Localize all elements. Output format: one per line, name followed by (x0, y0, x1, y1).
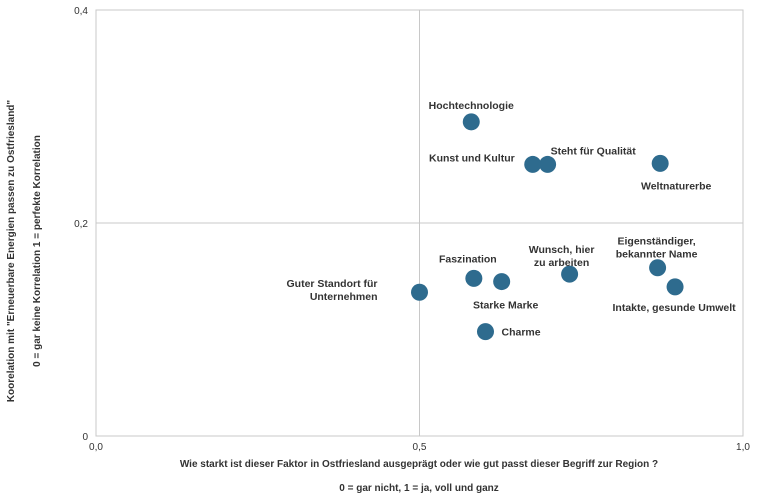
y-tick-label: 0 (82, 432, 88, 443)
y-tick-label: 0,4 (74, 6, 88, 17)
y-tick-label: 0,2 (74, 219, 88, 230)
scatter-point (561, 265, 579, 283)
scatter-point (493, 273, 511, 291)
x-tick-label: 1,0 (736, 442, 750, 453)
scatter-point (411, 283, 428, 301)
x-axis-label: Wie starkt ist dieser Faktor in Ostfries… (180, 459, 658, 470)
axis-ticks: 0,0 0,5 1,0 0 0,2 0,4 (74, 6, 750, 453)
scatter-point (462, 113, 480, 131)
point-labels: Hochtechnologie Kunst und Kultur Steht für… (287, 100, 737, 339)
point-label: Hochtechnologie (429, 100, 514, 112)
scatter-point (539, 155, 557, 173)
y-axis-label-line2: 0 = gar keine Korrelation 1 = perfekte K… (32, 135, 43, 367)
data-points (411, 113, 684, 341)
y-axis-label-line1: Koorelation mit "Erneuerbare Energien pa… (6, 100, 17, 403)
point-label: Eigenständiger, bekannter Name (616, 236, 698, 261)
scatter-point (666, 278, 684, 296)
scatter-point (465, 269, 483, 287)
point-label: Starke Marke (473, 300, 539, 312)
point-label: Weltnaturerbe (641, 180, 712, 192)
scatter-point (476, 323, 494, 341)
scatter-point (651, 154, 669, 172)
point-label: Intakte, gesunde Umwelt (613, 302, 737, 314)
gridlines (96, 10, 743, 436)
scatter-point (649, 259, 667, 277)
x-tick-label: 0,5 (413, 442, 427, 453)
point-label: Wunsch, hier zu arbeiten (529, 244, 595, 269)
point-label: Faszination (439, 253, 497, 265)
point-label: Charme (501, 327, 540, 339)
point-label: Kunst und Kultur (429, 152, 515, 164)
point-label: Steht für Qualität (551, 145, 637, 157)
x-tick-label: 0,0 (89, 442, 103, 453)
scatter-point (524, 155, 542, 173)
point-label: Guter Standort für Unternehmen (287, 278, 378, 303)
x-axis-note: 0 = gar nicht, 1 = ja, voll und ganz (339, 483, 498, 494)
